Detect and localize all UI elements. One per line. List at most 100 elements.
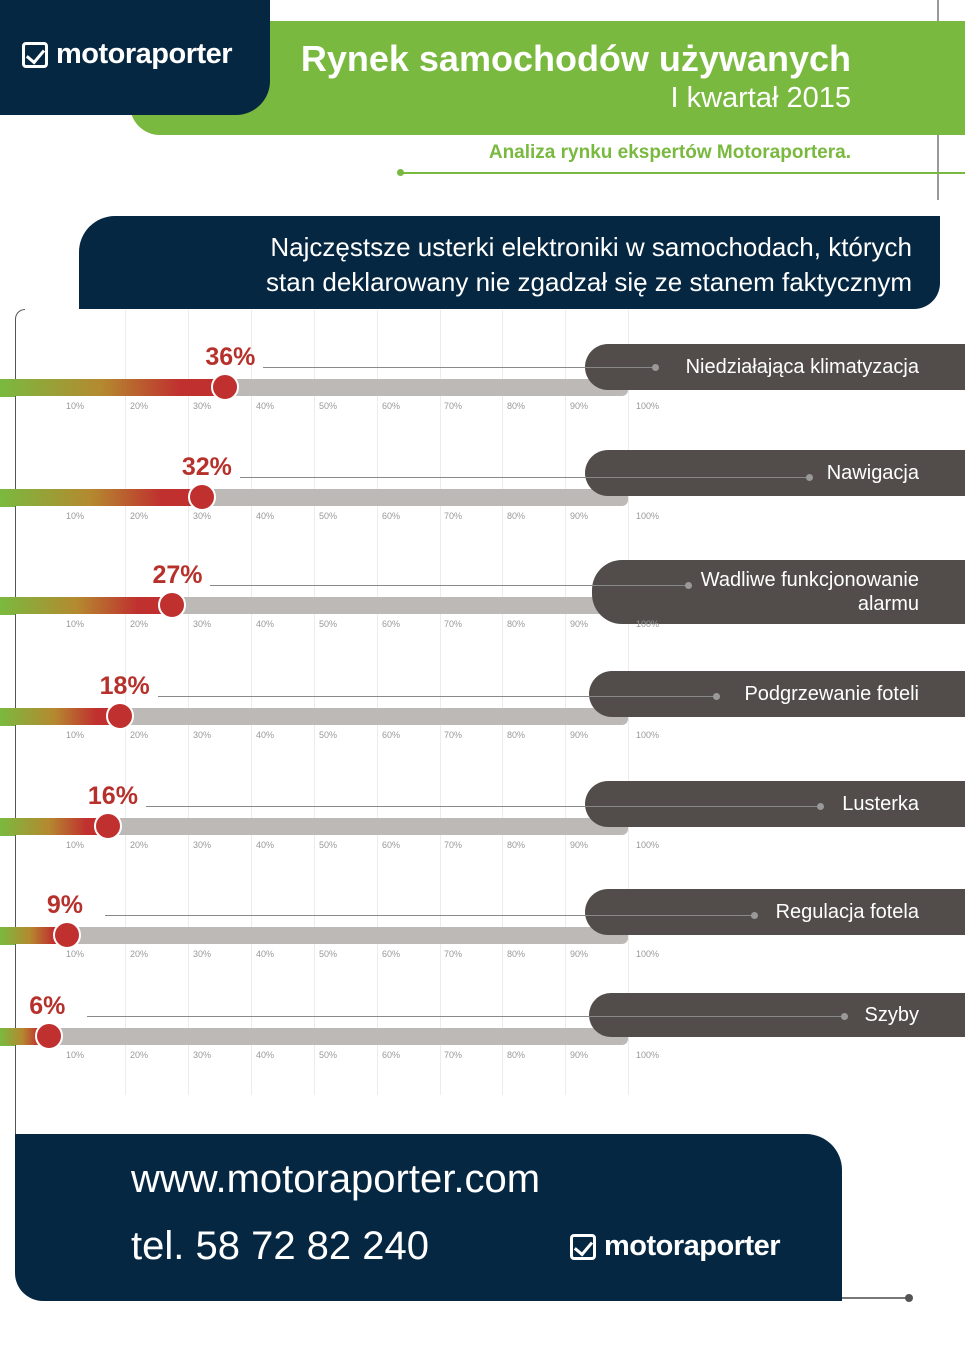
gridline [440, 310, 441, 1095]
tick-label: 100% [636, 619, 660, 629]
category-label: Szyby [589, 993, 965, 1037]
value-marker [93, 812, 122, 840]
connector-line [263, 367, 655, 368]
header-logo-box: motoraporter [0, 0, 270, 115]
checkbox-icon [570, 1233, 596, 1260]
bar-track [0, 708, 628, 725]
tick-label: 40% [256, 730, 275, 740]
gridline [377, 310, 378, 1095]
gridline [502, 310, 503, 1095]
category-label-text: Niedziałająca klimatyzacja [685, 356, 919, 378]
connector-line [239, 477, 809, 478]
bar-fill [0, 379, 226, 396]
value-label: 16% [87, 782, 138, 810]
category-label: Wadliwe funkcjonowanie alarmu [592, 560, 965, 624]
tick-label: 50% [319, 401, 338, 411]
tick-label: 10% [66, 840, 85, 850]
tick-label: 80% [507, 401, 526, 411]
tick-label: 30% [193, 949, 212, 959]
tick-label: 80% [507, 840, 526, 850]
value-marker [187, 483, 216, 511]
tick-label: 10% [66, 511, 85, 521]
tick-label: 60% [382, 401, 401, 411]
value-label: 9% [46, 891, 83, 919]
tick-label: 70% [444, 401, 463, 411]
website-link[interactable]: www.motoraporter.com [131, 1157, 541, 1201]
tick-label: 10% [66, 1050, 85, 1060]
tick-label: 10% [66, 730, 85, 740]
tick-label: 10% [66, 401, 85, 411]
tick-label: 60% [382, 511, 401, 521]
tick-label: 90% [570, 401, 589, 411]
tick-label: 20% [130, 1050, 149, 1060]
chart-title-line: Najczęstsze usterki elektroniki w samoch… [270, 232, 912, 262]
tick-label: 40% [256, 1050, 275, 1060]
tick-label: 80% [507, 1050, 526, 1060]
tick-label: 10% [66, 619, 85, 629]
tick-label: 50% [319, 1050, 338, 1060]
tick-label: 100% [636, 401, 660, 411]
bar-fill [0, 818, 108, 835]
tick-label: 90% [570, 730, 589, 740]
tick-label: 10% [66, 949, 85, 959]
gridline [314, 310, 315, 1095]
logo: motoraporter [22, 38, 233, 71]
value-marker [35, 1022, 64, 1050]
tick-label: 80% [507, 511, 526, 521]
category-label-text: Nawigacja [826, 462, 919, 484]
value-label: 32% [181, 453, 232, 481]
decor-dot [905, 1294, 913, 1302]
value-label: 6% [29, 992, 66, 1020]
value-marker [105, 702, 134, 730]
category-label-text: Lusterka [842, 793, 919, 815]
category-label: Nawigacja [585, 450, 965, 496]
tick-label: 90% [570, 511, 589, 521]
footer [15, 1134, 842, 1301]
page-title: Rynek samochodów używanych [300, 38, 851, 79]
tick-label: 100% [636, 949, 660, 959]
connector-line [157, 696, 716, 697]
tick-label: 70% [444, 840, 463, 850]
footer-logo: motoraporter [570, 1230, 781, 1263]
tick-label: 30% [193, 840, 212, 850]
connector-dot [713, 693, 720, 700]
logo-text: motoraporter [56, 38, 233, 70]
category-label: Lusterka [585, 781, 965, 827]
tick-label: 80% [507, 949, 526, 959]
tick-label: 40% [256, 511, 275, 521]
tick-label: 30% [193, 401, 212, 411]
tick-label: 70% [444, 730, 463, 740]
tick-label: 30% [193, 730, 212, 740]
category-label-text: Regulacja fotela [775, 901, 919, 923]
value-label: 36% [205, 343, 256, 371]
phone-number: tel. 58 72 82 240 [131, 1224, 430, 1268]
gridline [565, 310, 566, 1095]
category-label-text: Podgrzewanie foteli [744, 683, 919, 705]
connector-dot [751, 912, 758, 919]
value-marker [52, 921, 81, 949]
category-label: Regulacja fotela [585, 889, 965, 935]
tick-label: 20% [130, 730, 149, 740]
connector-line [87, 1016, 844, 1017]
category-label-text: Wadliwe funkcjonowanie alarmu [700, 569, 919, 615]
connector-dot [652, 364, 659, 371]
tick-label: 100% [636, 1050, 660, 1060]
tick-label: 40% [256, 949, 275, 959]
tick-label: 40% [256, 619, 275, 629]
tick-label: 60% [382, 619, 401, 629]
tick-label: 20% [130, 401, 149, 411]
tick-label: 20% [130, 949, 149, 959]
caption-dot [397, 169, 404, 176]
tick-label: 80% [507, 730, 526, 740]
tick-label: 100% [636, 840, 660, 850]
tick-label: 50% [319, 511, 338, 521]
bar-fill [0, 597, 173, 614]
gridline [188, 310, 189, 1095]
tick-label: 20% [130, 840, 149, 850]
tick-label: 70% [444, 1050, 463, 1060]
tick-label: 70% [444, 511, 463, 521]
tick-label: 60% [382, 1050, 401, 1060]
tick-label: 50% [319, 949, 338, 959]
tick-label: 50% [319, 730, 338, 740]
tick-label: 100% [636, 511, 660, 521]
